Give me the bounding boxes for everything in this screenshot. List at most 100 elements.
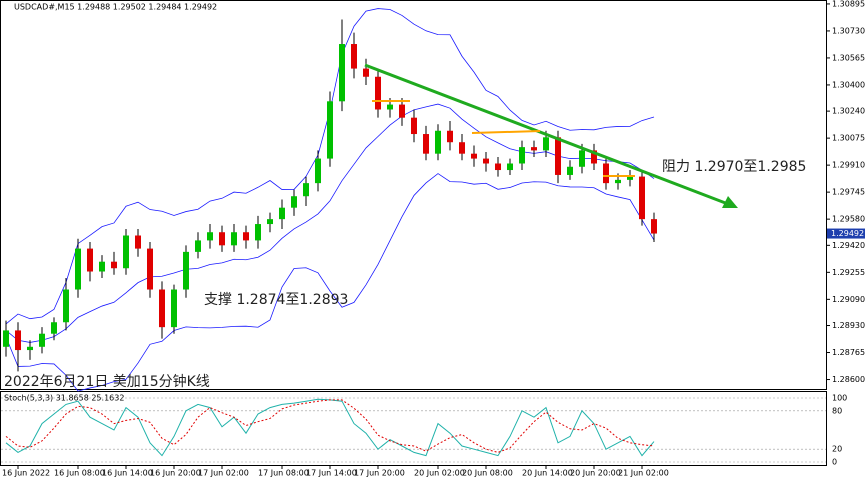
y-tick-label: 1.28765: [832, 348, 865, 357]
x-tick-label: 16 Jun 2022: [2, 469, 50, 478]
candle-body: [291, 196, 297, 208]
trend-arrow: [722, 196, 738, 208]
y-tick-label: 1.30400: [832, 80, 865, 89]
candle-body: [591, 150, 597, 164]
candle-body: [519, 147, 525, 164]
candle-body: [555, 137, 561, 175]
stoch-line: [5, 399, 655, 453]
candle-body: [159, 289, 165, 328]
candle-body: [471, 153, 477, 159]
candle-body: [579, 150, 585, 167]
candle-body: [375, 76, 381, 110]
candle-body: [315, 158, 321, 184]
x-tick-label: 16 Jun 08:00: [54, 469, 105, 478]
candle-body: [243, 232, 249, 241]
candle-body: [63, 289, 69, 323]
candle-body: [447, 130, 453, 143]
candle-body: [387, 104, 393, 110]
y-tick-label: 1.30730: [832, 26, 865, 35]
level-line: [471, 130, 541, 134]
candle-body: [327, 101, 333, 159]
x-tick-label: 20 Jun 02:00: [414, 469, 465, 478]
candle-body: [495, 163, 501, 171]
x-tick-label: 20 Jun 08:00: [462, 469, 513, 478]
candle-body: [531, 147, 537, 151]
candle-body: [411, 117, 417, 135]
candle-body: [207, 232, 213, 241]
candle-body: [15, 330, 21, 351]
x-tick-label: 17 Jun 08:00: [258, 469, 309, 478]
candle-body: [183, 251, 189, 290]
candle-body: [135, 235, 141, 249]
y-tick-label: 1.30895: [832, 0, 865, 8]
candle-body: [147, 248, 153, 290]
y-tick-label: 80: [832, 406, 842, 415]
candle-body: [255, 224, 261, 241]
candle-body: [27, 346, 33, 351]
candle-body: [267, 219, 273, 225]
y-tick-label: 1.29090: [832, 295, 865, 304]
price-frame: [0, 0, 827, 390]
y-tick-label: 1.28930: [832, 321, 865, 330]
x-tick-label: 17 Jun 20:00: [354, 469, 405, 478]
candle-body: [399, 104, 405, 118]
candle-body: [627, 176, 633, 180]
candle-body: [459, 142, 465, 154]
candle-body: [171, 289, 177, 328]
last-price-label: 1.29492: [831, 229, 864, 238]
candle-body: [423, 134, 429, 154]
candle-body: [339, 44, 345, 102]
x-tick-label: 16 Jun 14:00: [102, 469, 153, 478]
candle-body: [3, 330, 9, 347]
x-tick-label: 20 Jun 20:00: [570, 469, 621, 478]
y-tick-label: 1.30565: [832, 53, 865, 62]
candle-body: [615, 179, 621, 184]
annotation: 支撑 1.2874至1.2893: [204, 292, 348, 308]
x-tick-label: 20 Jun 14:00: [522, 469, 573, 478]
candle-body: [351, 44, 357, 69]
annotation: 阻力 1.2970至1.2985: [662, 159, 806, 175]
candle-body: [303, 183, 309, 197]
y-tick-label: 1.29580: [832, 215, 865, 224]
candle-body: [111, 261, 117, 269]
y-tick-label: 20: [832, 445, 842, 454]
candle-body: [123, 235, 129, 269]
candle-body: [87, 248, 93, 272]
y-tick-label: 1.28600: [832, 375, 865, 384]
candle-body: [435, 130, 441, 154]
band-line: [5, 173, 655, 392]
annotation: 2022年6月21日 美加15分钟K线: [4, 373, 210, 390]
candle-body: [75, 248, 81, 290]
candle-body: [99, 261, 105, 272]
x-tick-label: 17 Jun 02:00: [198, 469, 249, 478]
stoch-frame: [0, 391, 827, 466]
candle-body: [279, 207, 285, 220]
x-tick-label: 21 Jun 02:00: [618, 469, 669, 478]
candle-body: [231, 232, 237, 246]
y-tick-label: 1.29255: [832, 268, 865, 277]
candle-body: [567, 166, 573, 175]
stoch-title: Stoch(5,3,3) 31.8658 25.1632: [4, 394, 124, 403]
chart-title: USDCAD#,M15 1.29488 1.29502 1.29484 1.29…: [14, 3, 217, 12]
y-tick-label: 1.29745: [832, 188, 865, 197]
candle-body: [219, 232, 225, 246]
y-tick-label: 100: [832, 394, 847, 403]
x-tick-label: 17 Jun 14:00: [306, 469, 357, 478]
y-tick-label: 1.29910: [832, 161, 865, 170]
candle-body: [51, 322, 57, 334]
candle-body: [39, 333, 45, 347]
candle-body: [603, 163, 609, 184]
candle-body: [483, 158, 489, 164]
candle-body: [507, 163, 513, 171]
x-tick-label: 16 Jun 20:00: [150, 469, 201, 478]
candle-body: [543, 137, 549, 151]
trend-line: [364, 63, 729, 206]
candle-body: [651, 219, 657, 234]
last-price-box: [827, 228, 865, 239]
candle-body: [363, 68, 369, 77]
candle-body: [195, 240, 201, 252]
y-tick-label: 1.30240: [832, 107, 865, 116]
